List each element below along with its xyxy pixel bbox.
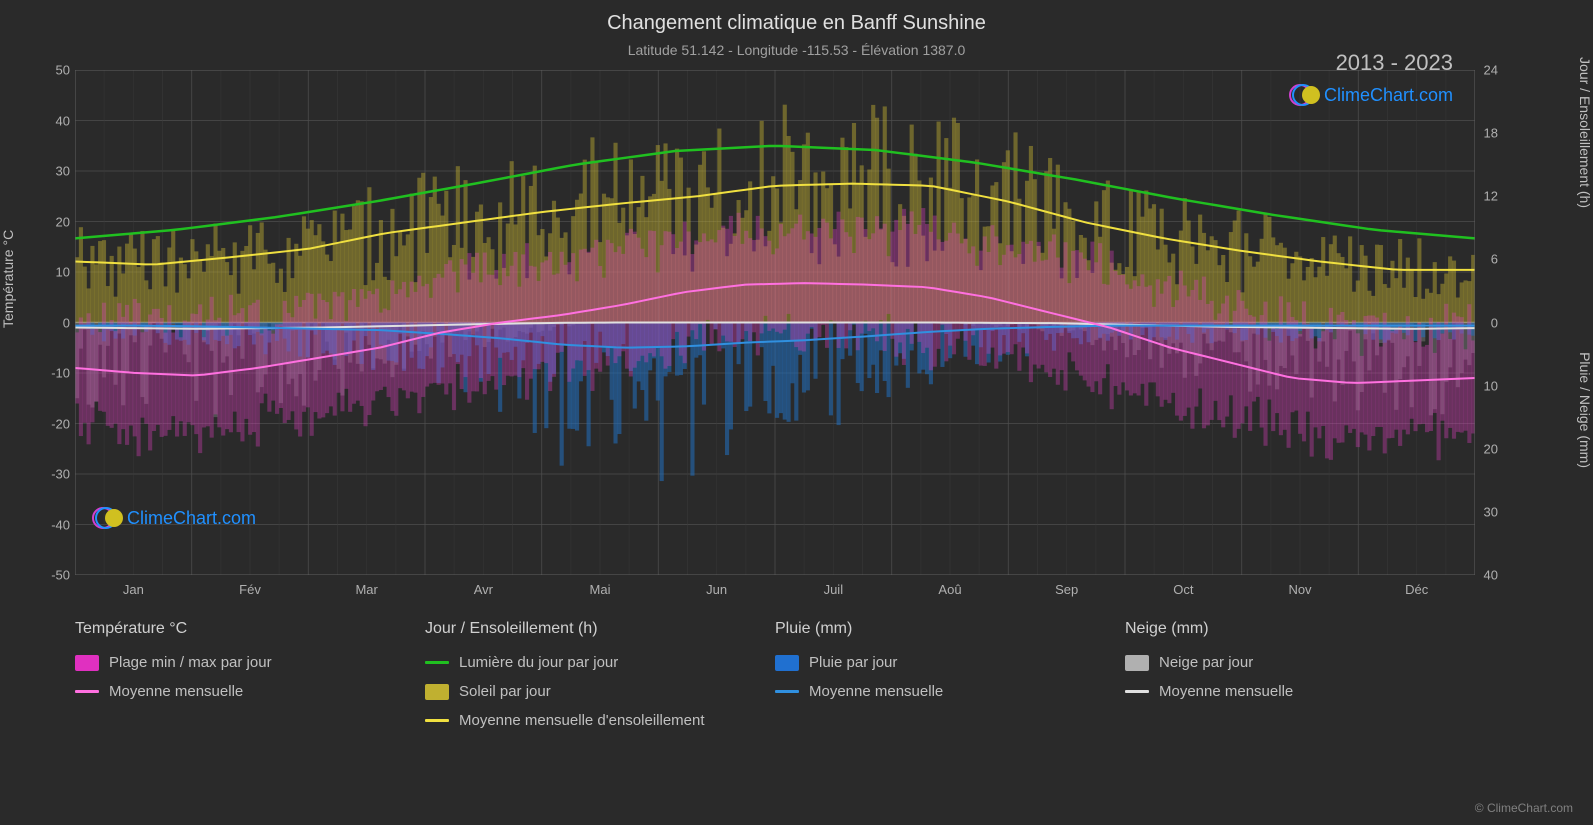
x-tick: Oct [1173, 582, 1193, 597]
legend-header: Température °C [75, 620, 425, 638]
y-tick-right-top: 12 [1484, 189, 1498, 204]
x-tick: Avr [474, 582, 493, 597]
legend-col-day: Jour / Ensoleillement (h) Lumière du jou… [425, 620, 775, 729]
y-tick-right-bottom: 40 [1484, 568, 1498, 583]
x-tick: Nov [1288, 582, 1311, 597]
legend-label: Pluie par jour [809, 654, 897, 671]
climate-chart: Changement climatique en Banff Sunshine … [0, 0, 1593, 825]
line-icon [1125, 690, 1149, 693]
y-tick-left: 20 [40, 214, 70, 229]
swatch-icon [775, 655, 799, 671]
y-tick-left: -40 [40, 517, 70, 532]
line-icon [425, 719, 449, 722]
swatch-icon [425, 684, 449, 700]
x-tick: Fév [239, 582, 261, 597]
y-tick-left: 10 [40, 265, 70, 280]
y-tick-left: 40 [40, 113, 70, 128]
y-tick-right-top: 0 [1491, 315, 1498, 330]
plot-area [75, 70, 1475, 575]
x-tick: Aoû [938, 582, 961, 597]
y-tick-right-bottom: 30 [1484, 504, 1498, 519]
legend-header: Neige (mm) [1125, 620, 1475, 638]
x-tick: Sep [1055, 582, 1078, 597]
logo-icon [95, 505, 121, 531]
y-tick-left: -10 [40, 366, 70, 381]
y-tick-left: 50 [40, 63, 70, 78]
legend-header: Pluie (mm) [775, 620, 1125, 638]
logo-bottom: ClimeChart.com [95, 505, 256, 531]
legend-item-temp-avg: Moyenne mensuelle [75, 683, 425, 700]
legend-label: Moyenne mensuelle [809, 683, 943, 700]
legend-item-snow-avg: Moyenne mensuelle [1125, 683, 1475, 700]
legend-col-rain: Pluie (mm) Pluie par jour Moyenne mensue… [775, 620, 1125, 729]
line-icon [425, 661, 449, 664]
x-tick: Mai [590, 582, 611, 597]
legend-item-rain-avg: Moyenne mensuelle [775, 683, 1125, 700]
y-tick-left: -30 [40, 467, 70, 482]
y-tick-left: -50 [40, 568, 70, 583]
copyright: © ClimeChart.com [1475, 801, 1573, 815]
legend-item-sun: Soleil par jour [425, 683, 775, 700]
x-tick: Juil [824, 582, 844, 597]
line-icon [775, 690, 799, 693]
swatch-icon [75, 655, 99, 671]
legend-header: Jour / Ensoleillement (h) [425, 620, 775, 638]
y-tick-left: 30 [40, 164, 70, 179]
legend-label: Soleil par jour [459, 683, 551, 700]
legend-col-snow: Neige (mm) Neige par jour Moyenne mensue… [1125, 620, 1475, 729]
y-axis-right-bottom-label: Pluie / Neige (mm) [1577, 352, 1593, 468]
legend-col-temp: Température °C Plage min / max par jour … [75, 620, 425, 729]
legend-item-daylight: Lumière du jour par jour [425, 654, 775, 671]
swatch-icon [1125, 655, 1149, 671]
y-tick-right-top: 6 [1491, 252, 1498, 267]
logo-text: ClimeChart.com [1324, 85, 1453, 106]
legend-label: Neige par jour [1159, 654, 1253, 671]
logo-text: ClimeChart.com [127, 508, 256, 529]
legend-item-temp-range: Plage min / max par jour [75, 654, 425, 671]
legend-label: Moyenne mensuelle d'ensoleillement [459, 712, 705, 729]
y-tick-right-bottom: 10 [1484, 378, 1498, 393]
logo-icon [1292, 82, 1318, 108]
x-tick: Mar [355, 582, 377, 597]
x-tick: Jan [123, 582, 144, 597]
y-tick-left: -20 [40, 416, 70, 431]
logo-top: ClimeChart.com [1292, 82, 1453, 108]
legend-label: Lumière du jour par jour [459, 654, 618, 671]
y-axis-right-top-label: Jour / Ensoleillement (h) [1577, 57, 1593, 208]
legend-label: Moyenne mensuelle [109, 683, 243, 700]
line-icon [75, 690, 99, 693]
y-tick-left: 0 [40, 315, 70, 330]
legend-label: Moyenne mensuelle [1159, 683, 1293, 700]
plot-svg [75, 70, 1475, 575]
legend: Température °C Plage min / max par jour … [75, 620, 1475, 729]
legend-item-sunavg: Moyenne mensuelle d'ensoleillement [425, 712, 775, 729]
chart-title: Changement climatique en Banff Sunshine [0, 12, 1593, 35]
y-axis-left-label: Température °C [0, 230, 16, 328]
legend-item-rain-daily: Pluie par jour [775, 654, 1125, 671]
x-tick: Déc [1405, 582, 1428, 597]
x-tick: Jun [706, 582, 727, 597]
y-tick-right-bottom: 20 [1484, 441, 1498, 456]
y-tick-right-top: 18 [1484, 126, 1498, 141]
legend-label: Plage min / max par jour [109, 654, 272, 671]
legend-item-snow-daily: Neige par jour [1125, 654, 1475, 671]
y-tick-right-top: 24 [1484, 63, 1498, 78]
